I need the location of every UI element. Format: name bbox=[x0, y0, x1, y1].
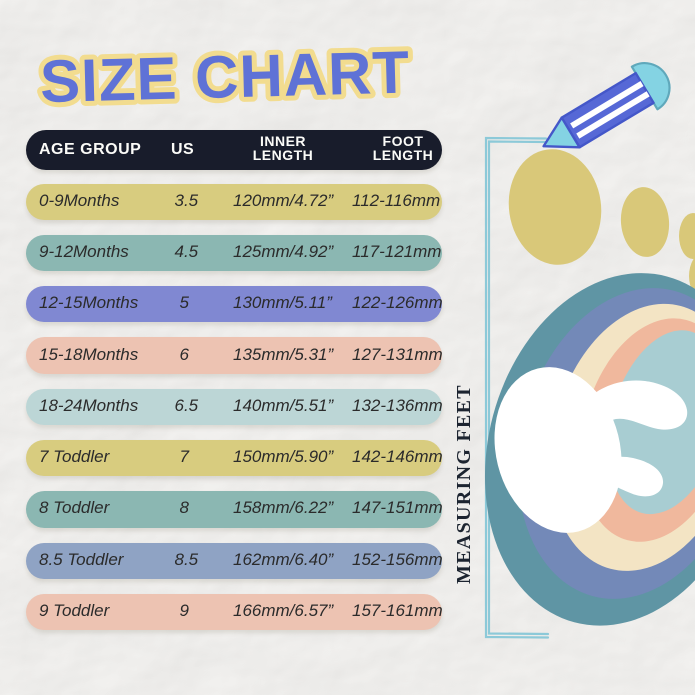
svg-text:MEASURING FEET: MEASURING FEET bbox=[453, 384, 475, 584]
svg-text:SIZE CHART: SIZE CHART bbox=[39, 39, 411, 116]
